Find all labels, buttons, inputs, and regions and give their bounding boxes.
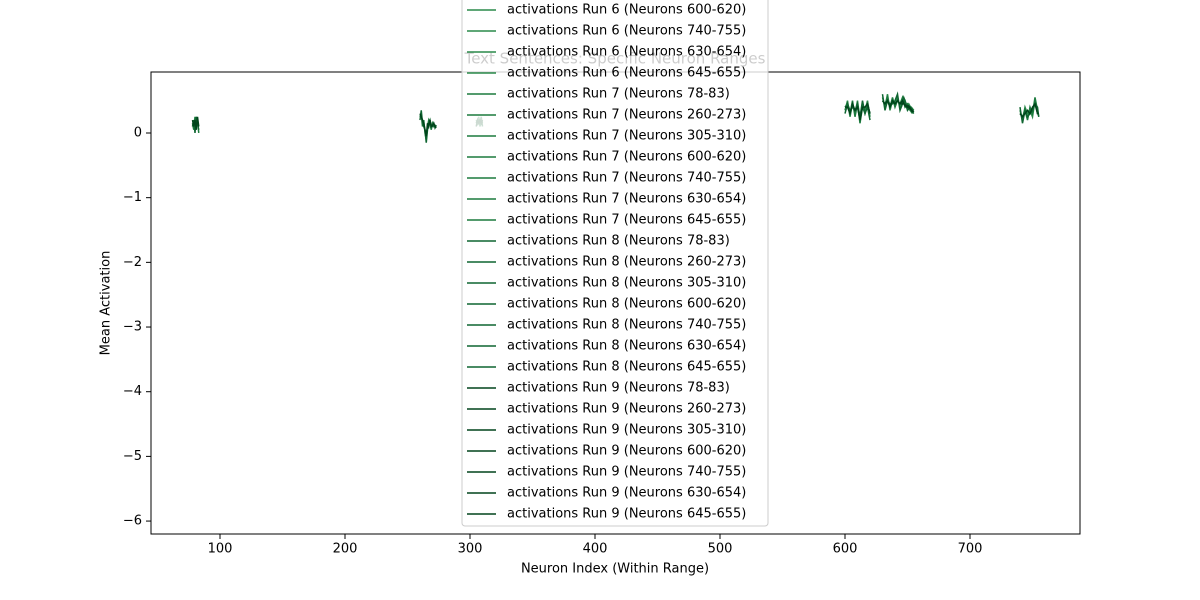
- x-axis-label: Neuron Index (Within Range): [521, 562, 709, 577]
- legend-box: [461, 0, 769, 527]
- legend-label: activations Run 7 (Neurons 78-83): [507, 87, 730, 102]
- legend-label: activations Run 6 (Neurons 630-654): [507, 45, 746, 60]
- series-line: [845, 101, 871, 121]
- legend-label: activations Run 7 (Neurons 260-273): [507, 108, 746, 123]
- legend-label: activations Run 8 (Neurons 260-273): [507, 255, 746, 270]
- x-tick-label: 500: [708, 542, 733, 557]
- legend-label: activations Run 8 (Neurons 78-83): [507, 234, 730, 249]
- x-tick-label: 300: [458, 542, 483, 557]
- legend-label: activations Run 9 (Neurons 645-655): [507, 507, 746, 522]
- legend-label: activations Run 9 (Neurons 260-273): [507, 402, 746, 417]
- legend-label: activations Run 7 (Neurons 305-310): [507, 129, 746, 144]
- series-line: [191, 116, 200, 130]
- y-tick-label: −1: [123, 190, 142, 205]
- legend-label: activations Run 6 (Neurons 645-655): [507, 66, 746, 81]
- legend-label: activations Run 8 (Neurons 740-755): [507, 318, 746, 333]
- x-tick-label: 700: [958, 542, 983, 557]
- y-tick-label: −5: [123, 449, 142, 464]
- series-line: [419, 113, 437, 137]
- legend-label: activations Run 9 (Neurons 305-310): [507, 423, 746, 438]
- legend-label: activations Run 9 (Neurons 600-620): [507, 444, 746, 459]
- legend-label: activations Run 7 (Neurons 600-620): [507, 150, 746, 165]
- x-tick-label: 100: [208, 542, 233, 557]
- legend-label: activations Run 7 (Neurons 645-655): [507, 213, 746, 228]
- legend-label: activations Run 7 (Neurons 630-654): [507, 192, 746, 207]
- series-line: [844, 100, 871, 121]
- y-tick-label: −2: [123, 255, 142, 270]
- series-line: [1019, 102, 1039, 119]
- y-tick-label: −6: [123, 514, 142, 529]
- legend-label: activations Run 8 (Neurons 600-620): [507, 297, 746, 312]
- series-line: [901, 103, 915, 113]
- legend-label: activations Run 6 (Neurons 740-755): [507, 24, 746, 39]
- y-tick-label: 0: [134, 125, 142, 140]
- y-tick-label: −3: [123, 320, 142, 335]
- legend-label: activations Run 8 (Neurons 305-310): [507, 276, 746, 291]
- legend-label: activations Run 8 (Neurons 630-654): [507, 339, 746, 354]
- series-line: [881, 99, 914, 113]
- y-axis-label: Mean Activation: [99, 251, 114, 356]
- legend-label: activations Run 6 (Neurons 600-620): [507, 3, 746, 18]
- x-tick-label: 200: [333, 542, 358, 557]
- legend-label: activations Run 7 (Neurons 740-755): [507, 171, 746, 186]
- legend-label: activations Run 9 (Neurons 740-755): [507, 465, 746, 480]
- legend-label: activations Run 9 (Neurons 78-83): [507, 381, 730, 396]
- legend-label: activations Run 9 (Neurons 630-654): [507, 486, 746, 501]
- x-tick-label: 600: [833, 542, 858, 557]
- legend-label: activations Run 8 (Neurons 645-655): [507, 360, 746, 375]
- x-tick-label: 400: [583, 542, 608, 557]
- y-tick-label: −4: [123, 384, 142, 399]
